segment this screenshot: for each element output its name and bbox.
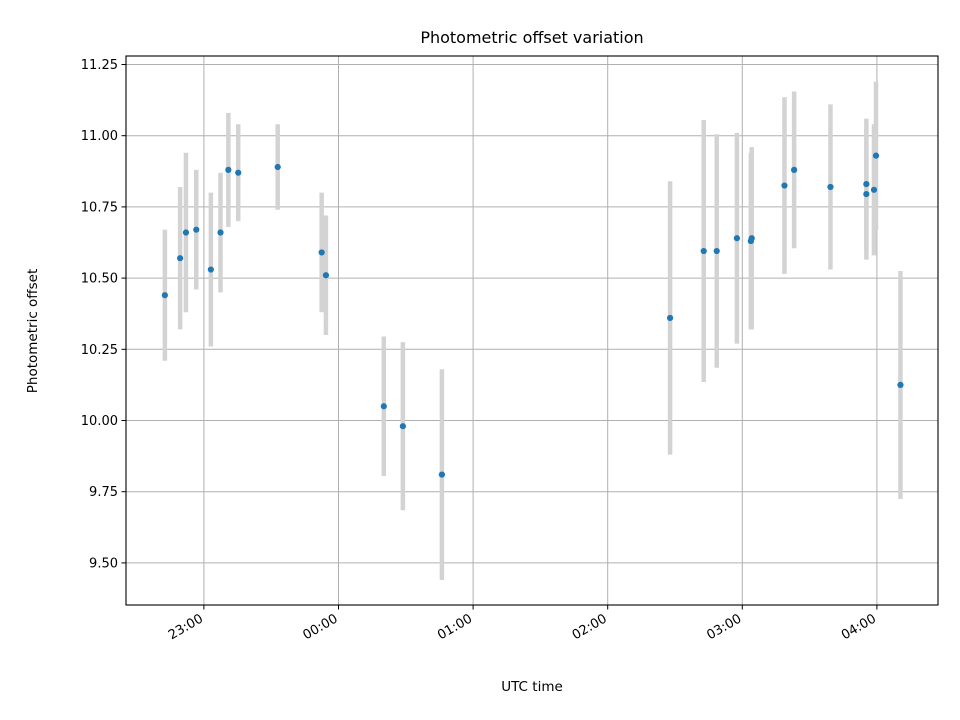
- y-tick-label: 9.50: [89, 556, 118, 571]
- plot-frame: [125, 55, 939, 606]
- data-point: [781, 182, 788, 189]
- data-point: [399, 423, 406, 430]
- data-point: [897, 381, 904, 388]
- data-point: [872, 152, 880, 159]
- data-point: [177, 255, 184, 262]
- y-tick-label: 9.75: [89, 485, 118, 500]
- y-tick-label: 10.75: [81, 200, 118, 215]
- data-point: [217, 229, 224, 236]
- data-point: [161, 292, 168, 299]
- data-point: [438, 471, 446, 478]
- data-points: [161, 152, 904, 478]
- data-point: [713, 247, 720, 255]
- y-tick-label: 10.25: [81, 343, 118, 358]
- data-point: [380, 403, 387, 410]
- data-point: [791, 166, 798, 173]
- data-point: [748, 235, 755, 242]
- data-point: [225, 166, 232, 173]
- data-point: [207, 266, 214, 273]
- data-point: [318, 249, 325, 256]
- data-point: [863, 190, 870, 198]
- data-point: [666, 314, 674, 322]
- data-point: [827, 183, 834, 191]
- y-tick-label: 11.25: [81, 58, 118, 73]
- y-tick-label: 10.00: [81, 414, 118, 429]
- data-point: [700, 247, 707, 255]
- data-point: [322, 272, 330, 279]
- y-axis-label: Photometric offset: [25, 269, 41, 393]
- y-tick-label: 11.00: [81, 129, 118, 144]
- data-point: [274, 163, 281, 171]
- chart-title: Photometric offset variation: [420, 28, 643, 47]
- data-point: [863, 181, 870, 188]
- data-point: [182, 229, 190, 236]
- x-axis-label: UTC time: [501, 679, 563, 695]
- data-point: [235, 169, 242, 176]
- data-point: [870, 186, 878, 193]
- data-point: [193, 226, 200, 233]
- data-point: [733, 235, 741, 242]
- y-tick-label: 10.50: [81, 272, 118, 287]
